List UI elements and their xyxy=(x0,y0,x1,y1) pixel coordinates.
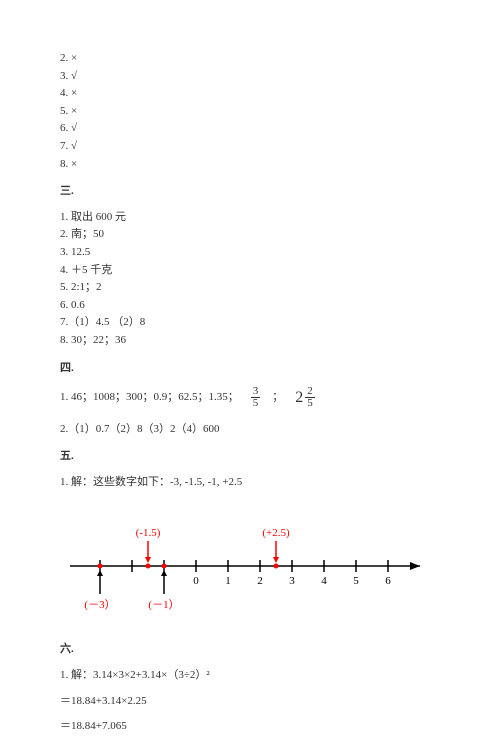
svg-text:(+2.5): (+2.5) xyxy=(262,527,290,539)
answer-item: 1. 取出 600 元 xyxy=(60,209,440,227)
section-3-title: 三. xyxy=(60,183,440,201)
section-6-title: 六. xyxy=(60,641,440,659)
tf-item: 8. × xyxy=(60,156,440,174)
calc-step: ＝18.84+3.14×2.25 xyxy=(60,693,440,711)
mixed-frac: 2 5 xyxy=(305,386,315,409)
calc-step: 1. 解：3.14×3×2+3.14×（3÷2）² xyxy=(60,667,440,685)
svg-text:2: 2 xyxy=(257,575,263,587)
tf-item: 2. × xyxy=(60,50,440,68)
tf-item: 4. × xyxy=(60,85,440,103)
svg-text:5: 5 xyxy=(353,575,359,587)
section-5-title: 五. xyxy=(60,448,440,466)
section-6-list: 1. 解：3.14×3×2+3.14×（3÷2）² ＝18.84+3.14×2.2… xyxy=(60,667,440,736)
calc-step: ＝18.84+7.065 xyxy=(60,718,440,736)
svg-text:0: 0 xyxy=(193,575,199,587)
svg-text:6: 6 xyxy=(385,575,391,587)
answer-item: 4. ＋5 千克 xyxy=(60,262,440,280)
section-4-title: 四. xyxy=(60,360,440,378)
tf-item: 3. √ xyxy=(60,68,440,86)
number-line-svg: 0 1 2 3 4 5 6 (－3） (-1.5) (－1） (+2.5) xyxy=(60,511,440,621)
svg-text:(－1）: (－1） xyxy=(148,598,179,611)
fraction-3-5: 3 5 xyxy=(251,386,261,409)
answer-item: 8. 30；22；36 xyxy=(60,332,440,350)
answer-item: 2. 南；50 xyxy=(60,226,440,244)
svg-text:1: 1 xyxy=(225,575,231,587)
mixed-den: 5 xyxy=(305,398,315,409)
section-4-line2: 2.（1）0.7（2）8（3）2（4）600 xyxy=(60,421,440,439)
section-3-list: 1. 取出 600 元2. 南；503. 12.54. ＋5 千克5. 2:1；… xyxy=(60,209,440,350)
answer-item: 7.（1）4.5 （2）8 xyxy=(60,314,440,332)
section-2-list: 2. ×3. √4. ×5. ×6. √7. √8. × xyxy=(60,50,440,173)
svg-text:3: 3 xyxy=(289,575,295,587)
mixed-whole: 2 xyxy=(295,385,303,411)
separator: ； xyxy=(272,389,283,407)
section-4-line1: 1. 46；1008；300；0.9；62.5；1.35； 3 5 ； 2 2 … xyxy=(60,385,440,411)
line1-prefix: 1. 46；1008；300；0.9；62.5；1.35； xyxy=(60,389,239,407)
svg-text:(-1.5): (-1.5) xyxy=(136,527,161,539)
answer-item: 6. 0.6 xyxy=(60,297,440,315)
svg-text:(－3）: (－3） xyxy=(84,598,115,611)
tf-item: 6. √ xyxy=(60,120,440,138)
mixed-fraction: 2 2 5 xyxy=(295,385,315,411)
tf-item: 7. √ xyxy=(60,138,440,156)
answer-item: 3. 12.5 xyxy=(60,244,440,262)
svg-text:4: 4 xyxy=(321,575,327,587)
answer-item: 5. 2:1；2 xyxy=(60,279,440,297)
section-5-line1: 1. 解：这些数字如下：-3, -1.5, -1, +2.5 xyxy=(60,474,440,492)
frac-den: 5 xyxy=(251,398,261,409)
number-line-diagram: 0 1 2 3 4 5 6 (－3） (-1.5) (－1） (+2.5) xyxy=(60,511,440,621)
tf-item: 5. × xyxy=(60,103,440,121)
